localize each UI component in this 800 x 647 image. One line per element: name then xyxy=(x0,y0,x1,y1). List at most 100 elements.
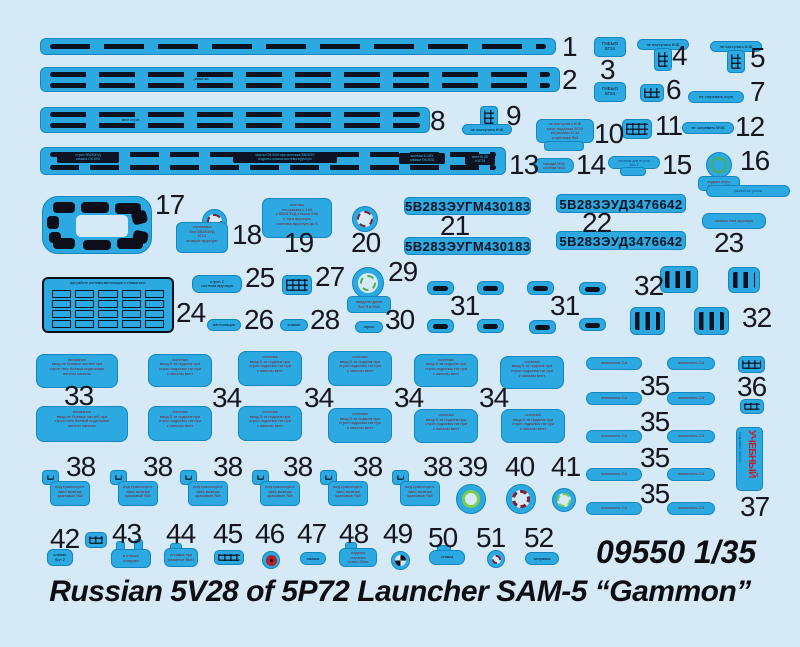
decal-32-grille xyxy=(660,266,698,293)
part-label: 38 xyxy=(213,451,243,482)
decal-38-text: под транспортн. авто монтаж крановые №4 xyxy=(333,484,363,499)
decal-23-top-strip: разметка узлов xyxy=(706,185,790,197)
part-label: 38 xyxy=(353,451,383,482)
grille-bars xyxy=(635,312,660,330)
part-label: 32 xyxy=(634,270,664,301)
decal-38-text: под транспортн. авто монтаж крановые №4 xyxy=(55,484,85,499)
decal-35-text: пкпьючень СА xyxy=(677,360,705,365)
decal-45-plate xyxy=(214,550,244,565)
rivet-grid xyxy=(325,475,332,480)
serial-number: 5В28ЗЭУД3476642 xyxy=(559,197,683,212)
decal-9-bar: не наступать КЧБ xyxy=(462,124,512,135)
table-cell xyxy=(121,290,141,298)
decal-12-text: не согревать МЧБ xyxy=(691,125,725,130)
part-label: 34 xyxy=(394,382,424,413)
stripe-dashes xyxy=(50,123,420,128)
decal-34-block: система ввод 5-ти подъем при строп подъе… xyxy=(328,351,392,386)
part-label: 35 xyxy=(640,442,670,473)
decal-36-plate xyxy=(738,356,765,373)
table-cell xyxy=(121,320,141,328)
decal-38-block: под транспортн. авто монтаж крановые №4 xyxy=(118,481,158,506)
decal-32-grille xyxy=(694,307,729,335)
stripe-13-textblock: вент В-28 п 5Г24 xyxy=(465,154,495,165)
decal-40-circle xyxy=(506,484,536,514)
decal-19-text: монтаж тех смазка с 15А с 5В28ЭУД стяжка… xyxy=(275,202,319,226)
decal-48-text: подъем система транс 2бол xyxy=(347,550,369,565)
decal-3-plate: ГНЕЫО 5Г24 xyxy=(594,37,626,57)
part-label: 34 xyxy=(212,382,242,413)
decal-23-strip: смазка тяга вручную xyxy=(702,213,766,229)
table-cell xyxy=(98,290,118,298)
decal-6-plate xyxy=(640,84,664,102)
part-label: 38 xyxy=(423,451,453,482)
decal-35-strip: пкпьючень СА xyxy=(667,468,715,481)
decal-35-strip: пкпьючень СА xyxy=(586,357,642,370)
table-row xyxy=(50,309,166,319)
part-label: 16 xyxy=(740,145,770,176)
rivet-grid xyxy=(744,403,760,410)
part-label: 11 xyxy=(655,110,683,141)
decal-7-text: не согревать порв xyxy=(699,94,733,99)
serial-number: 5В28ЗЭУГМ430183 xyxy=(405,199,531,214)
stripe-13-textblock: монтаж 5-28Э смазка ОК-50А xyxy=(399,153,445,164)
rivet-grid xyxy=(626,123,648,135)
stripe-8-microtext: мест строп. xyxy=(121,118,141,122)
decal-3-text: ГНЕЫО 5Г24 xyxy=(601,41,619,52)
part-label: 15 xyxy=(662,149,692,180)
part-label: 35 xyxy=(640,370,670,401)
decal-35-strip: пкпьючень СА xyxy=(586,392,642,405)
part-label: 43 xyxy=(112,518,142,549)
part-label: 42 xyxy=(50,523,80,554)
decal-3-text: ГНЕЫО 5Г24 xyxy=(601,86,619,97)
decal-47-strip: смазка xyxy=(300,552,326,565)
grille-bars xyxy=(699,312,724,330)
frame-block xyxy=(53,238,75,249)
serial-number: 5В28ЗЭУД3476642 xyxy=(559,234,683,249)
decal-34-block: система ввод 5-ти подъем при строп подъе… xyxy=(414,354,478,387)
part-label: 50 xyxy=(428,522,458,553)
decal-33-block: внимание ввод не боевых частей при строп… xyxy=(36,406,128,442)
decal-16-circle xyxy=(706,152,732,178)
table-cell xyxy=(52,290,72,298)
part-label: 17 xyxy=(155,189,185,220)
decal-43-block: в стяжке снаружи xyxy=(111,549,151,568)
decal-26-text: вентиляция xyxy=(213,322,235,327)
stripe-dashes xyxy=(50,112,420,117)
frame-block xyxy=(115,203,141,214)
dash xyxy=(533,286,548,291)
table-cell xyxy=(75,290,95,298)
part-label: 24 xyxy=(176,297,206,328)
rivet-grid xyxy=(218,554,240,561)
table-row xyxy=(50,319,166,329)
decal-34-text: система ввод 5-ти подъем при строп подъе… xyxy=(338,354,382,374)
decal-35-strip: пкпьючень СА xyxy=(586,502,642,515)
table-cell xyxy=(144,300,165,308)
decal-35-text: пкпьючень СА xyxy=(600,395,628,400)
green-dashed-ring xyxy=(557,493,571,507)
decal-37-training: снаряжен холост УЧЕБНЫЙ xyxy=(736,427,763,491)
part-label: 52 xyxy=(524,522,554,553)
part-label: 20 xyxy=(351,227,381,258)
decal-52-text: заправка xyxy=(533,555,551,561)
decal-4-stem xyxy=(654,48,672,71)
decal-31-plate xyxy=(427,281,454,295)
decal-10-block: не наступать КЧБ мест подъема 5Г24 строп… xyxy=(536,119,594,143)
table-cell xyxy=(121,300,141,308)
decal-12-strip: не согревать МЧБ xyxy=(682,122,734,134)
decal-29-circle xyxy=(352,267,384,299)
table-row xyxy=(50,299,166,309)
decal-38-block: под транспортн. авто монтаж крановые №4 xyxy=(260,481,300,506)
decal-44-block: оттяжка при разметке №41 xyxy=(164,548,198,567)
decal-42-text: клапан бол 2 xyxy=(53,552,67,562)
decal-22-serial-strip: 5В28ЗЭУД3476642 xyxy=(556,194,686,213)
dash xyxy=(433,324,448,329)
table-cell xyxy=(144,290,165,298)
decal-25-strip: строп 2 система вручную xyxy=(192,275,242,293)
decal-35-strip: пкпьючень СА xyxy=(667,357,715,370)
decal-2-stripe: разметка xyxy=(40,67,560,92)
frame-block xyxy=(117,238,143,249)
decal-38-text: под транспортн. авто монтаж крановые №4 xyxy=(405,484,435,499)
part-label: 30 xyxy=(385,304,415,335)
dash xyxy=(535,325,550,330)
table-cell xyxy=(75,310,95,318)
